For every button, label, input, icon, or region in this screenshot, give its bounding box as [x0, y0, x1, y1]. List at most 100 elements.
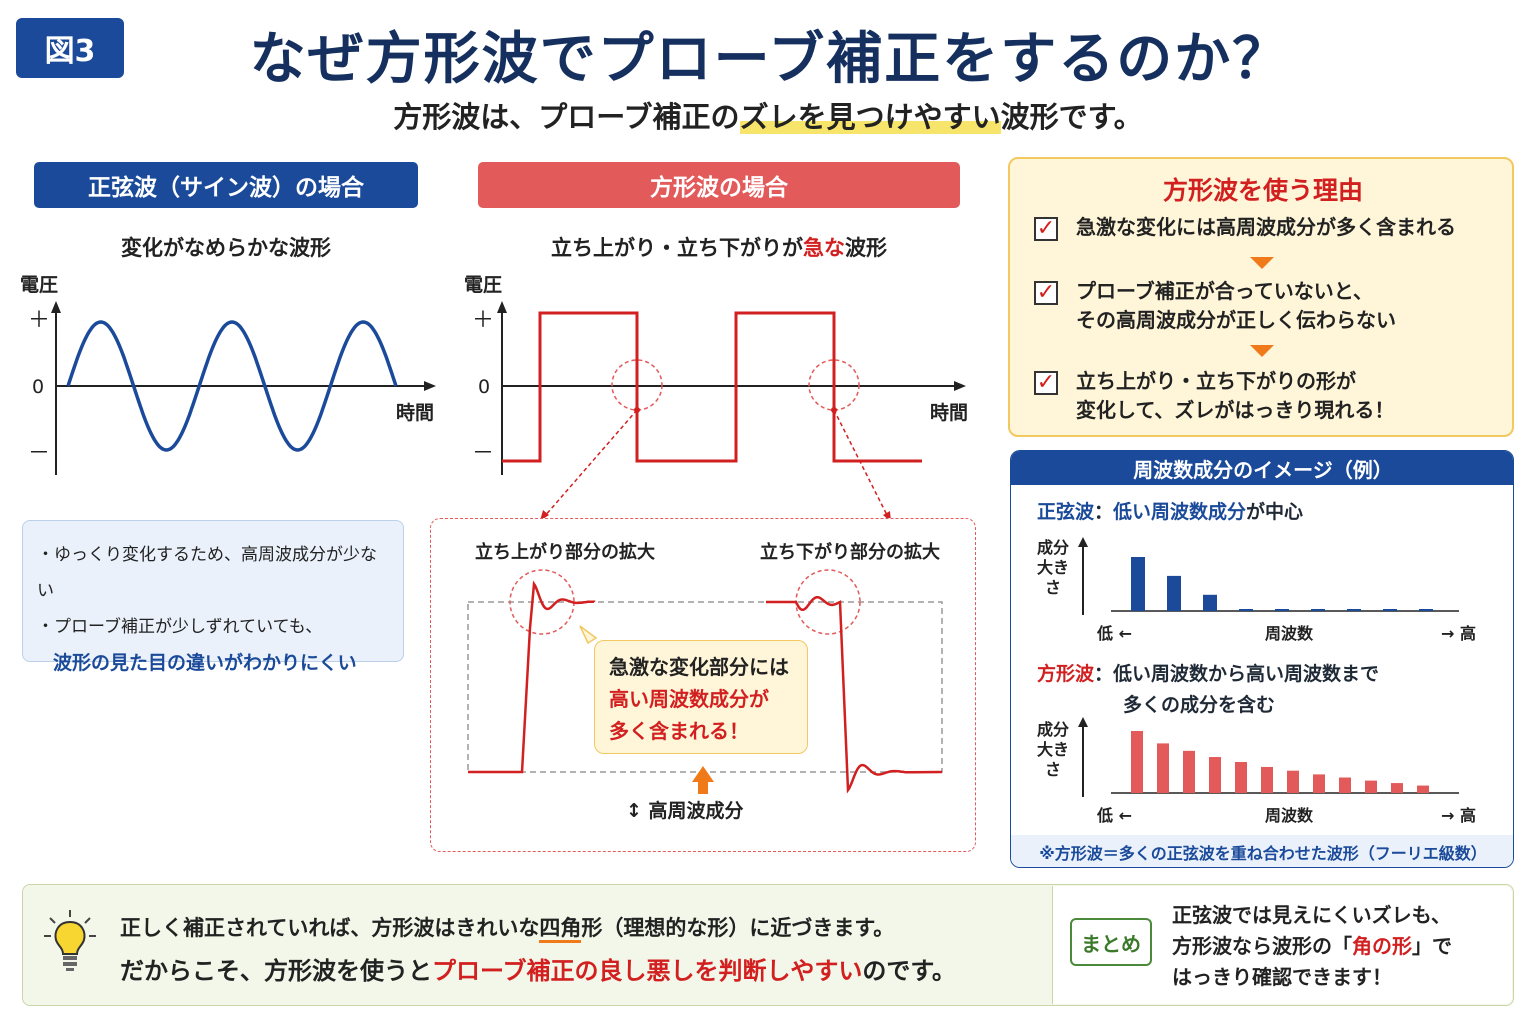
check-icon: ✓ — [1034, 281, 1058, 305]
lightbulb-icon — [44, 910, 96, 971]
reason-item-2-line-1: プローブ補正が合っていないと、 — [1076, 279, 1373, 303]
summary-line-3: はっきり確認できます！ — [1172, 965, 1392, 989]
summary-line-2: 方形波なら波形の「角の形」で — [1172, 931, 1452, 962]
spec1-y-arrowhead — [1078, 537, 1088, 547]
spec-y-label-2: 大き — [1037, 558, 1069, 577]
square-caption-red: 急な — [803, 236, 845, 260]
freq-sine-desc-post: が中心 — [1246, 501, 1304, 523]
reasons-title: 方形波を使う理由 — [1162, 176, 1363, 205]
square-spectrum-bar — [1287, 770, 1299, 793]
bottom-line-2-post: のです。 — [862, 957, 956, 985]
spec2-y-arrowhead — [1078, 717, 1088, 727]
down-arrow-icon — [1250, 345, 1274, 357]
square-wave-line — [502, 311, 922, 463]
square-spectrum-bar — [1313, 774, 1325, 793]
sine-spectrum-bars — [1131, 557, 1433, 611]
sine-x-label: 時間 — [396, 402, 434, 424]
freq-square-desc-1: 低い周波数から高い周波数まで — [1113, 663, 1380, 685]
freq-sine-desc: 正弦波：低い周波数成分が中心 — [1037, 497, 1303, 524]
square-spectrum-bar — [1183, 750, 1195, 793]
square-spectrum-bar — [1417, 785, 1429, 793]
callout-line-3: 多く含まれる！ — [609, 719, 749, 743]
square-y-arrowhead — [497, 301, 507, 313]
reason-item-3-line-1: 立ち上がり・立ち下がりの形が — [1076, 369, 1356, 393]
zoom-pointer-left — [543, 409, 638, 518]
sine-spectrum-bar — [1347, 609, 1361, 611]
up-arrow-icon — [692, 766, 714, 794]
reason-item-3-line-2: 変化して、ズレがはっきり現れる！ — [1076, 398, 1395, 422]
bottom-line-1-post: 形（理想的な形）に近づきます。 — [581, 916, 895, 940]
sine-wave-line — [66, 320, 398, 452]
freq-square-label: 方形波 — [1037, 663, 1095, 685]
reason-item-1: 急激な変化には高周波成分が多く含まれる — [1076, 215, 1456, 239]
summary-line-2-pre: 方形波なら波形の「 — [1172, 934, 1352, 958]
summary-badge: まとめ — [1070, 918, 1152, 966]
bottom-line-1-mark: 四角 — [539, 916, 582, 943]
bottom-line-1-pre: 正しく補正されていれば、方形波はきれいな — [120, 916, 540, 940]
spec1-x-low: 低 ← — [1096, 624, 1132, 641]
square-spectrum-bar — [1157, 743, 1169, 793]
zoom-circle-right — [808, 359, 860, 411]
sine-spectrum-bar — [1203, 594, 1217, 611]
square-caption-pre: 立ち上がり・立ち下がりが — [551, 236, 803, 260]
fall-undershoot-wave — [766, 596, 943, 794]
bottom-line-2: だからこそ、方形波を使うとプローブ補正の良し悪しを判断しやすいのです。 — [120, 951, 956, 986]
sine-spectrum-bar — [1275, 609, 1289, 611]
spec1-x-mid: 周波数 — [1265, 624, 1314, 641]
callout-line-1: 急激な変化部分には — [609, 655, 789, 679]
freq-sine-colon: ： — [1094, 501, 1114, 523]
sine-plus-label: ＋ — [28, 308, 50, 333]
bottom-line-2-red: プローブ補正の良し悪しを判断しやすい — [432, 957, 863, 985]
square-spectrum-bars — [1131, 731, 1429, 793]
callout-tail — [579, 625, 598, 645]
sine-section-header: 正弦波（サイン波）の場合 — [34, 162, 418, 208]
square-wave-chart: 電圧 ＋ 0 － 時間 — [464, 274, 968, 522]
freq-square-colon: ： — [1094, 663, 1114, 685]
sine-spectrum-bar — [1131, 557, 1145, 611]
hf-component-label: ↕ 高周波成分 — [626, 796, 744, 823]
bottom-line-1: 正しく補正されていれば、方形波はきれいな四角形（理想的な形）に近づきます。 — [120, 912, 895, 943]
zoom-waveforms — [467, 569, 943, 794]
bottom-line-2-pre: だからこそ、方形波を使うと — [120, 957, 432, 985]
spec-y-label-3: さ — [1045, 578, 1061, 597]
spec2-x-high: → 高 — [1441, 806, 1476, 825]
summary-line-2-post: 」で — [1412, 934, 1452, 958]
freq-footnote: ※方形波＝多くの正弦波を重ね合わせた波形（フーリエ級数） — [1011, 835, 1513, 867]
square-plus-label: ＋ — [472, 308, 494, 333]
check-icon: ✓ — [1034, 217, 1058, 241]
callout-line-2: 高い周波数成分が — [609, 687, 769, 711]
frequency-components-box: 周波数成分のイメージ（例） 正弦波：低い周波数成分が中心 方形波：低い周波数から… — [1010, 450, 1514, 868]
square-caption-post: 波形 — [845, 236, 887, 260]
square-section-header: 方形波の場合 — [478, 162, 960, 208]
square-spectrum-bar — [1209, 757, 1221, 793]
figure-badge: 図3 — [16, 18, 124, 78]
square-zero-label: 0 — [478, 376, 490, 398]
page-title: なぜ方形波でプローブ補正をするのか？ — [249, 27, 1291, 92]
square-x-label: 時間 — [930, 402, 968, 424]
zoom-rise-label: 立ち上がり部分の拡大 — [475, 542, 655, 563]
spec2-y-label-1: 成分 — [1037, 720, 1069, 739]
summary-line-1: 正弦波では見えにくいズレも、 — [1172, 903, 1451, 927]
sine-spectrum-bar — [1311, 609, 1325, 611]
sine-spectrum-bar — [1383, 609, 1397, 611]
hf-component-text: 高周波成分 — [648, 800, 744, 822]
square-spectrum-bar — [1391, 783, 1403, 793]
sine-spectrum-bar — [1419, 609, 1433, 611]
check-icon: ✓ — [1034, 371, 1058, 395]
reasons-box: 方形波を使う理由 ✓ 急激な変化には高周波成分が多く含まれる ✓ プローブ補正が… — [1008, 157, 1514, 437]
freq-square-desc-2: 多くの成分を含む — [1123, 694, 1276, 716]
sine-note-box: ・ゆっくり変化するため、高周波成分が少ない ・プローブ補正が少しずれていても、 … — [22, 520, 404, 674]
spec2-x-low: 低 ← — [1096, 806, 1132, 825]
updown-arrow-icon: ↕ — [626, 800, 642, 822]
sine-note-3: 波形の見た目の違いがわかりにくい — [53, 652, 357, 674]
square-spectrum-bar — [1131, 731, 1143, 793]
sine-y-arrowhead — [51, 301, 61, 313]
sine-x-arrowhead — [424, 381, 436, 391]
callout-box: 急激な変化部分には 高い周波数成分が 多く含まれる！ — [594, 640, 808, 754]
square-minus-label: － — [472, 441, 494, 466]
sine-spectrum-bar — [1167, 575, 1181, 611]
subtitle-highlight: ズレを見つけやすい — [739, 100, 1001, 134]
subtitle-post: 波形です。 — [1000, 100, 1143, 134]
rise-overshoot-wave — [468, 580, 596, 774]
square-y-label: 電圧 — [464, 274, 502, 296]
